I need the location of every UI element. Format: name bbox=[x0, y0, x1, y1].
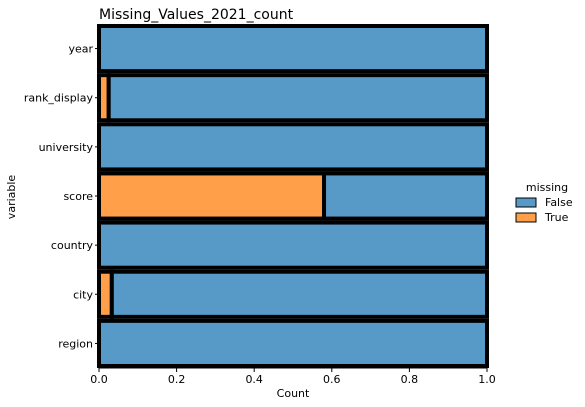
bar-year-false bbox=[97, 24, 489, 74]
bars-group bbox=[97, 24, 490, 369]
y-tick-label: country bbox=[51, 239, 94, 252]
x-tick-label: 0.0 bbox=[90, 373, 108, 386]
bar-region-false bbox=[97, 318, 489, 369]
axes-group: year rank_display university score country ci… bbox=[24, 24, 496, 386]
y-tick-label: university bbox=[39, 141, 94, 154]
x-tick-label: 1.0 bbox=[478, 373, 496, 386]
y-axis-label: variable bbox=[5, 175, 18, 220]
legend-swatch-true bbox=[515, 212, 537, 223]
legend-title: missing bbox=[526, 181, 568, 194]
y-tick-label: city bbox=[73, 288, 93, 301]
x-tick-label: 0.8 bbox=[401, 373, 419, 386]
legend-label-true: True bbox=[544, 211, 569, 224]
bar-rank_display-false bbox=[106, 73, 489, 123]
x-tick-label: 0.2 bbox=[168, 373, 186, 386]
bar-city-false bbox=[109, 269, 490, 319]
legend: missing False True bbox=[515, 181, 573, 224]
bar-country-false bbox=[97, 220, 489, 270]
y-tick-label: rank_display bbox=[24, 92, 94, 105]
y-tick-label: score bbox=[63, 190, 93, 203]
bar-university-false bbox=[97, 122, 489, 172]
x-axis-label: Count bbox=[277, 387, 310, 400]
chart-title: Missing_Values_2021_count bbox=[99, 7, 294, 23]
legend-swatch-false bbox=[515, 197, 537, 208]
y-tick-label: year bbox=[68, 43, 93, 56]
legend-label-false: False bbox=[545, 196, 573, 209]
bar-score-true bbox=[97, 171, 327, 221]
x-tick-label: 0.6 bbox=[323, 373, 341, 386]
bar-score-false bbox=[322, 171, 490, 221]
y-tick-label: region bbox=[58, 337, 93, 350]
x-tick-label: 0.4 bbox=[245, 373, 263, 386]
